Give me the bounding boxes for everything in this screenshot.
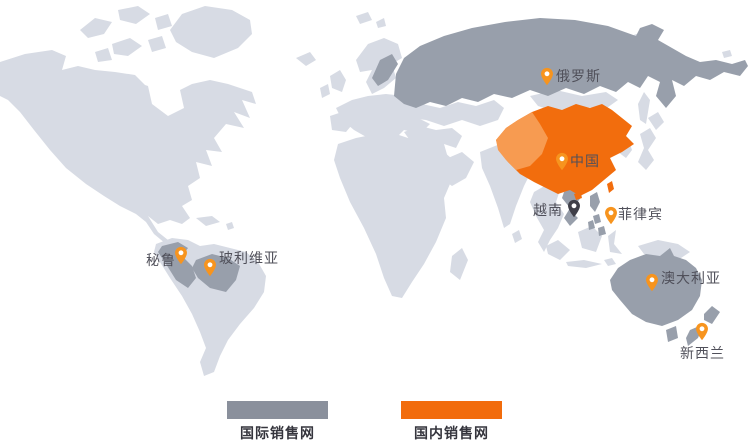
legend-label-domestic: 国内销售网 <box>414 426 489 442</box>
marker-label-russia: 俄罗斯 <box>556 69 601 85</box>
highlight-international <box>158 18 748 346</box>
country-australia <box>610 248 702 342</box>
marker-label-peru: 秘鲁 <box>146 253 176 269</box>
country-bolivia <box>192 254 240 292</box>
legend-label-international: 国际销售网 <box>240 426 315 442</box>
marker-label-philippines: 菲律宾 <box>618 207 663 223</box>
landmass-europe <box>296 38 430 140</box>
landmass-middle-east <box>404 126 474 186</box>
landmass-caribbean <box>196 216 234 230</box>
legend-item-domestic: 国内销售网 <box>401 401 502 441</box>
landmass-indonesia <box>546 226 690 268</box>
country-philippines <box>588 192 606 236</box>
location-pin-icon[interactable] <box>696 322 709 341</box>
marker-label-china: 中国 <box>570 154 600 170</box>
landmass-arctic-islands <box>80 6 386 62</box>
landmass-indochina <box>530 184 564 252</box>
location-pin-icon[interactable] <box>556 152 569 171</box>
location-pin-icon[interactable] <box>568 199 581 218</box>
marker-label-bolivia: 玻利维亚 <box>219 251 279 267</box>
country-russia <box>372 18 748 108</box>
location-pin-icon[interactable] <box>175 246 188 265</box>
landmass-central-asia <box>404 90 618 126</box>
legend-swatch-domestic <box>401 401 502 419</box>
location-pin-icon[interactable] <box>204 258 217 277</box>
landmass-africa <box>334 134 468 298</box>
landmass-greenland <box>170 6 252 58</box>
landmass-japan-korea <box>618 33 732 170</box>
marker-label-vietnam: 越南 <box>533 203 563 219</box>
landmass-north-america <box>0 50 256 260</box>
marker-label-australia: 澳大利亚 <box>661 271 721 287</box>
legend-swatch-international <box>227 401 328 419</box>
location-pin-icon[interactable] <box>605 206 618 225</box>
country-peru <box>158 242 196 288</box>
region-china-west <box>496 112 548 170</box>
location-pin-icon[interactable] <box>646 273 659 292</box>
legend-item-international: 国际销售网 <box>227 401 328 441</box>
location-pin-icon[interactable] <box>541 67 554 86</box>
marker-label-new-zealand: 新西兰 <box>680 346 725 362</box>
highlight-domestic <box>496 104 634 200</box>
